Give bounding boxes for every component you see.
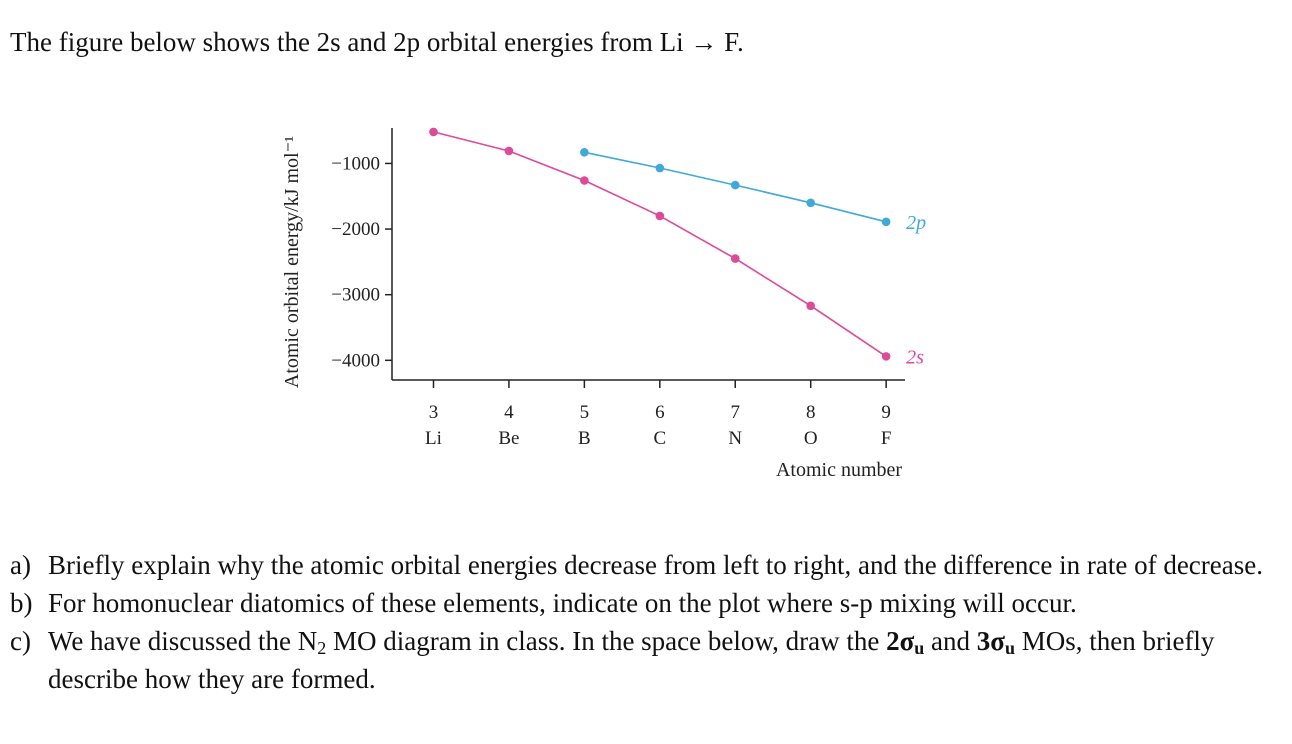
data-point-2p [806, 198, 815, 208]
data-point-2s [504, 146, 514, 156]
y-axis-label: Atomic orbital energy/kJ mol⁻¹ [281, 136, 303, 388]
x-tick-label: 6 [655, 402, 665, 423]
mo-3sigma-u: 3σu [976, 626, 1015, 658]
data-point-2p [655, 163, 665, 173]
questions: a) Briefly explain why the atomic orbita… [0, 546, 1292, 698]
orbital-energy-chart: −1000 −2000 −3000 −4000 3 Li 4 Be 5 B 6 C 7 N 8 O 9 F 2s… [281, 127, 926, 481]
question-c-n2-subscript: 2 [317, 638, 327, 658]
x-tick-label: 3 [429, 402, 439, 423]
question-a-text: Briefly explain why the atomic orbital e… [48, 550, 1263, 580]
question-c-text-1: We have discussed the N [48, 626, 318, 656]
data-point-2s [655, 211, 665, 221]
x-tick-label: 4 [504, 402, 514, 423]
y-tick-label: −1000 [331, 153, 380, 174]
x-tick-label: 9 [881, 402, 891, 423]
y-tick-label: −2000 [331, 219, 380, 240]
x-element-label: O [804, 428, 818, 449]
question-c-text-2: MO diagram in class. In the space below,… [326, 626, 887, 656]
intro-text: The figure below shows the 2s and 2p orb… [10, 27, 744, 57]
series-2p: 2p [580, 147, 926, 234]
series-label-2s: 2s [906, 346, 924, 368]
x-axis-label: Atomic number [776, 459, 902, 481]
mo-2sigma-u-subscript: u [914, 638, 925, 658]
x-element-label: Li [425, 428, 442, 449]
x-element-label: C [653, 428, 666, 449]
series-label-2p: 2p [906, 212, 926, 234]
x-element-label: Be [498, 428, 519, 449]
x-tick-label: 8 [806, 402, 816, 423]
x-tick-label: 7 [731, 402, 741, 423]
y-ticks: −1000 −2000 −3000 −4000 [331, 153, 392, 371]
axes [391, 128, 905, 381]
x-element-label: B [578, 428, 591, 449]
data-point-2p [881, 217, 891, 227]
mo-2sigma-u: 2σu [886, 626, 925, 658]
x-ticks: 3 Li 4 Be 5 B 6 C 7 N 8 O 9 F [425, 380, 891, 449]
y-tick-label: −3000 [331, 285, 380, 306]
question-c-label: c) [10, 626, 31, 656]
mo-3sigma-u-symbol: 3σ [976, 626, 1005, 656]
x-element-label: N [728, 428, 742, 449]
series-layer: 2s 2p [429, 127, 926, 368]
data-point-2s [730, 254, 740, 263]
series-2s: 2s [429, 127, 924, 368]
question-a-label: a) [10, 550, 31, 580]
question-a: a) Briefly explain why the atomic orbita… [0, 546, 1292, 584]
data-point-2p [730, 180, 740, 190]
question-c-text-3: and [924, 626, 977, 656]
question-b-text: For homonuclear diatomics of these eleme… [48, 588, 1077, 618]
y-tick-label: −4000 [331, 350, 380, 371]
mo-2sigma-u-symbol: 2σ [886, 626, 915, 656]
data-point-2s [580, 176, 589, 185]
data-point-2s [881, 352, 891, 361]
question-c-text-4: MOs, then briefly describe how they are … [48, 626, 1215, 694]
x-tick-label: 5 [580, 402, 590, 423]
mo-3sigma-u-subscript: u [1004, 638, 1015, 658]
question-b: b) For homonuclear diatomics of these el… [0, 584, 1292, 622]
question-c: c) We have discussed the N2 MO diagram i… [0, 622, 1292, 698]
data-point-2s [429, 127, 438, 137]
data-point-2p [580, 147, 589, 157]
question-b-label: b) [10, 588, 33, 618]
data-point-2s [806, 301, 815, 311]
x-element-label: F [881, 428, 892, 449]
